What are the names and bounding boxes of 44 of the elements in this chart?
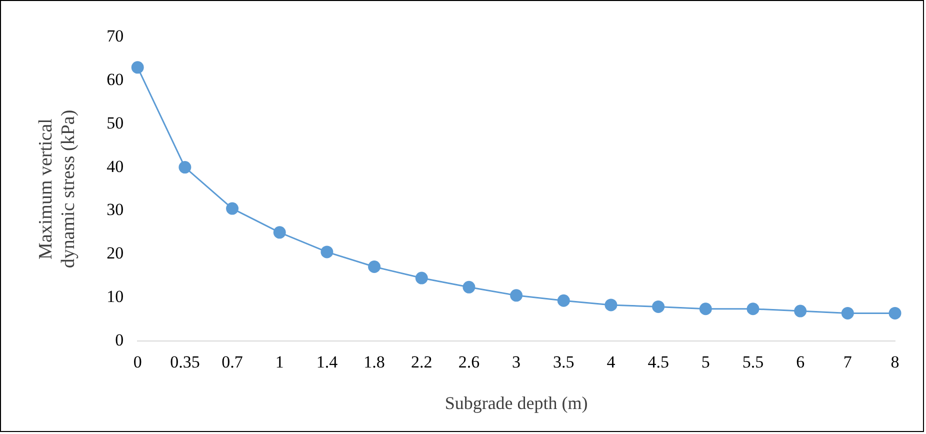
y-tick-label: 10	[106, 287, 124, 306]
point	[510, 289, 523, 302]
y-tick-label: 20	[106, 244, 124, 263]
y-tick-label: 0	[115, 330, 124, 350]
point	[368, 260, 381, 273]
y-tick-label: 70	[106, 26, 124, 46]
x-tick-label: 2.2	[411, 352, 432, 372]
x-tick-label: 0	[133, 352, 142, 372]
x-tick-label: 4.5	[648, 352, 669, 372]
point	[652, 300, 665, 313]
point	[273, 226, 286, 239]
x-tick-label: 0.35	[170, 352, 200, 372]
point	[604, 298, 618, 312]
y-tick-label: 50	[106, 113, 124, 132]
x-tick-label: 3	[512, 352, 521, 372]
point	[178, 161, 192, 174]
x-tick-label: 5.5	[742, 352, 764, 372]
point	[841, 306, 854, 320]
point	[794, 304, 807, 318]
y-tick-label: 40	[106, 156, 124, 176]
point	[131, 61, 144, 74]
x-tick-label: 1	[275, 352, 284, 372]
x-axis-title: Subgrade depth (m)	[444, 392, 588, 413]
x-tick-label: 0.7	[222, 352, 244, 372]
point	[320, 246, 334, 258]
x-tick-label: 2.6	[458, 352, 480, 372]
x-tick-label: 6	[796, 352, 805, 372]
y-tick-label: 60	[106, 70, 124, 89]
x-tick-label: 8	[890, 352, 900, 372]
x-tick-label: 1.8	[364, 352, 385, 372]
point	[226, 202, 239, 215]
point	[888, 306, 902, 320]
x-tick-label: 3.5	[553, 352, 574, 372]
point	[557, 294, 570, 307]
x-tick-label: 5	[701, 352, 710, 372]
x-tick-label: 4	[606, 352, 616, 372]
point	[699, 302, 712, 316]
point	[462, 280, 476, 294]
y-tick-label: 30	[106, 200, 124, 220]
x-tick-label: 7	[843, 352, 852, 372]
point	[415, 272, 428, 284]
y-axis-title: Maximum vertical dynamic stress (kPa)	[35, 110, 80, 268]
point	[746, 302, 760, 316]
x-tick-label: 1.4	[316, 352, 338, 372]
